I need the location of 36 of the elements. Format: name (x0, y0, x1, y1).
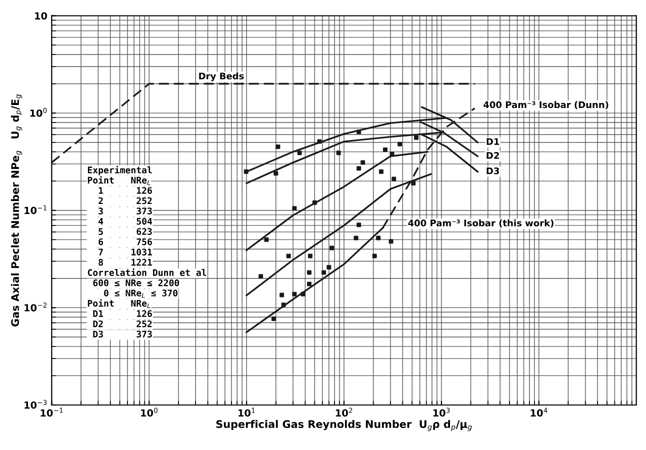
annotation: 600 ≤ NRe ≤ 2200 (93, 279, 180, 286)
text: Gas Axial Peclet Number NPe$_{g}$ U$_{g}$ d$_{p}$/E$_{g}$ (10, 94, 22, 326)
annotation: Experimental (88, 166, 152, 176)
annotation: 7 1031 (98, 248, 152, 256)
annotation: D1 (486, 138, 500, 145)
annotation: D3 373 (93, 330, 152, 338)
annotation: 5 623 (98, 228, 152, 235)
x-axis-title: Superficial Gas Reynolds Number U$_{g}$ρ d$_{p}$/μ$_{g}$ (216, 420, 472, 432)
annotation: D2 (486, 152, 499, 159)
y-tick-label: 10$^{−1}$ (24, 205, 47, 214)
x-tick-label: 10$^{2}$ (336, 408, 352, 417)
x-tick-label: 10$^{0}$ (141, 408, 158, 417)
y-tick-label: 10$^{−2}$ (24, 302, 46, 312)
annotation: Dry Beds (199, 72, 244, 82)
annotation: 3 373 (98, 208, 152, 214)
annotation: 6 756 (98, 238, 152, 246)
annotation: D2 252 (93, 320, 152, 328)
annotation: 2 252 (98, 197, 152, 204)
annotation: 8 1221 (98, 258, 152, 266)
annotation: 1 126 (98, 187, 152, 194)
y-tick-label: 10$^{0}$ (30, 108, 47, 117)
annotation: Point NRe$_{L}$ (88, 176, 150, 185)
x-tick-label: 10$^{−1}$ (40, 408, 63, 417)
y-tick-label: 10 (35, 12, 48, 20)
y-tick-label: 10$^{−3}$ (24, 400, 47, 409)
annotation: 4 504 (98, 218, 152, 225)
annotation: Point NRe$_{L}$ (88, 299, 150, 308)
x-tick-label: 10$^{1}$ (238, 408, 255, 417)
annotation: D1 126 (93, 310, 152, 318)
x-tick-label: 10$^{4}$ (530, 408, 548, 417)
annotation: 0 ≤ NRe$_{L}$ ≤ 370 (104, 290, 178, 298)
annotation: D3 (486, 167, 499, 174)
x-tick-label: 10$^{3}$ (433, 408, 450, 417)
annotation: 400 Pam⁻³ Isobar (Dunn) (484, 101, 608, 110)
annotation: 400 Pam⁻³ Isobar (this work) (408, 219, 554, 228)
annotation: Correlation Dunn et al (88, 268, 206, 276)
